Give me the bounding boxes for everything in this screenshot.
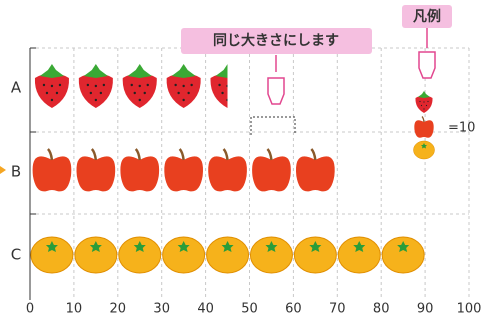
seed <box>56 92 58 94</box>
seed <box>95 85 97 87</box>
seed <box>421 105 422 106</box>
seed <box>234 84 236 86</box>
seed <box>139 85 141 87</box>
x-tick-label: 20 <box>110 302 127 317</box>
seed <box>426 105 427 106</box>
seed <box>139 99 141 101</box>
row-marker <box>0 166 6 174</box>
apple <box>120 156 159 191</box>
legend-title: 凡例 <box>413 8 441 25</box>
seed <box>231 92 233 94</box>
y-tick-label: C <box>11 246 21 264</box>
strawberry <box>123 73 157 108</box>
leaf <box>84 64 108 78</box>
apple <box>164 156 203 191</box>
apple <box>76 156 115 191</box>
seed <box>51 85 53 87</box>
seed <box>226 99 228 101</box>
x-tick-label: 50 <box>241 302 258 317</box>
seed <box>187 92 189 94</box>
seed <box>423 108 424 109</box>
legend-label: =10 <box>448 121 475 136</box>
seed <box>95 99 97 101</box>
x-tick-label: 80 <box>373 302 390 317</box>
seed <box>182 99 184 101</box>
x-tick-label: 60 <box>285 302 302 317</box>
seed <box>423 101 424 102</box>
bar <box>35 64 245 108</box>
apple <box>33 156 72 191</box>
bar <box>31 237 424 273</box>
seed <box>144 92 146 94</box>
bar <box>33 149 335 191</box>
seed <box>46 92 48 94</box>
x-tick-label: 40 <box>197 302 214 317</box>
seed <box>221 92 223 94</box>
y-tick-label: A <box>11 79 22 97</box>
seed <box>131 84 133 86</box>
x-tick-label: 10 <box>66 302 83 317</box>
legend <box>414 91 435 159</box>
leaf <box>172 64 196 78</box>
seed <box>174 84 176 86</box>
seed <box>226 85 228 87</box>
seed <box>134 92 136 94</box>
seed <box>87 84 89 86</box>
leaf <box>418 91 430 98</box>
seed <box>218 84 220 86</box>
strawberry <box>415 96 432 114</box>
apple <box>208 156 247 191</box>
seed <box>182 85 184 87</box>
apple <box>296 156 335 191</box>
strawberry <box>167 73 201 108</box>
leaf <box>216 64 240 78</box>
seed <box>177 92 179 94</box>
apple <box>252 156 291 191</box>
seed <box>147 84 149 86</box>
annotation: 同じ大きさにします <box>213 32 339 49</box>
chart: 同じ大きさにします 凡例 =10 0 10 20 30 40 50 60 70 80 90 100 A… <box>0 0 486 318</box>
leaf <box>128 64 152 78</box>
seed <box>90 92 92 94</box>
x-tick-label: 70 <box>329 302 346 317</box>
leaf <box>40 64 64 78</box>
seed <box>103 84 105 86</box>
y-tick-label: B <box>11 163 21 181</box>
apple <box>414 120 433 138</box>
x-tick-label: 90 <box>417 302 434 317</box>
strawberry <box>35 73 69 108</box>
seed <box>59 84 61 86</box>
seed <box>419 101 420 102</box>
x-tick-label: 30 <box>153 302 170 317</box>
strawberry <box>210 73 244 108</box>
seed <box>427 101 428 102</box>
x-tick-label: 0 <box>26 302 34 317</box>
seed <box>100 92 102 94</box>
seed <box>51 99 53 101</box>
x-tick-label: 100 <box>457 302 482 317</box>
strawberry <box>79 73 113 108</box>
seed <box>43 84 45 86</box>
seed <box>190 84 192 86</box>
